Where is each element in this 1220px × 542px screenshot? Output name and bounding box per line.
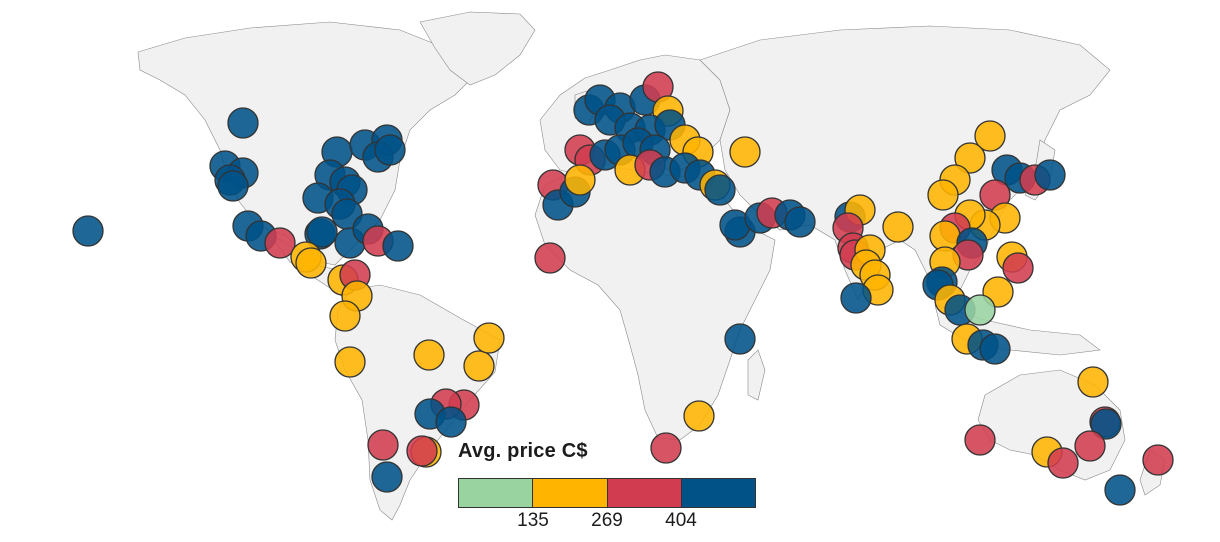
location-marker[interactable] <box>927 179 959 211</box>
location-marker[interactable] <box>704 174 736 206</box>
legend-bin-4 <box>681 479 755 507</box>
legend-bin-1 <box>459 479 534 507</box>
location-marker[interactable] <box>413 339 445 371</box>
location-marker[interactable] <box>1002 252 1034 284</box>
location-marker[interactable] <box>1034 159 1066 191</box>
legend-tick-1: 135 <box>517 510 549 531</box>
location-marker[interactable] <box>217 170 249 202</box>
location-marker[interactable] <box>295 247 327 279</box>
location-marker[interactable] <box>1074 430 1106 462</box>
location-marker[interactable] <box>964 294 996 326</box>
location-marker[interactable] <box>463 350 495 382</box>
location-marker[interactable] <box>334 346 366 378</box>
location-markers <box>72 71 1174 506</box>
location-marker[interactable] <box>979 333 1011 365</box>
location-marker[interactable] <box>564 164 596 196</box>
location-marker[interactable] <box>1047 447 1079 479</box>
legend-bin-2 <box>533 479 608 507</box>
legend-ticks: 135 269 404 <box>458 508 758 534</box>
location-marker[interactable] <box>306 216 338 248</box>
north-america <box>137 21 471 266</box>
location-marker[interactable] <box>72 215 104 247</box>
legend-color-bar <box>458 478 756 508</box>
location-marker[interactable] <box>264 227 296 259</box>
location-marker[interactable] <box>382 230 414 262</box>
location-marker[interactable] <box>1104 474 1136 506</box>
location-marker[interactable] <box>367 429 399 461</box>
legend-tick-3: 404 <box>665 510 697 531</box>
location-marker[interactable] <box>1142 444 1174 476</box>
location-marker[interactable] <box>435 406 467 438</box>
location-marker[interactable] <box>534 242 566 274</box>
location-marker[interactable] <box>1077 366 1109 398</box>
legend-tick-2: 269 <box>591 510 623 531</box>
location-marker[interactable] <box>954 142 986 174</box>
madagascar <box>747 349 766 401</box>
legend: Avg. price C$ 135 269 404 <box>458 440 758 534</box>
location-marker[interactable] <box>882 211 914 243</box>
location-marker[interactable] <box>964 424 996 456</box>
location-marker[interactable] <box>974 120 1006 152</box>
location-marker[interactable] <box>650 432 682 464</box>
location-marker[interactable] <box>473 322 505 354</box>
location-marker[interactable] <box>1090 408 1122 440</box>
greenland <box>419 11 536 86</box>
location-marker[interactable] <box>406 435 438 467</box>
location-marker[interactable] <box>371 461 403 493</box>
location-marker[interactable] <box>724 323 756 355</box>
location-marker[interactable] <box>729 136 761 168</box>
location-marker[interactable] <box>784 206 816 238</box>
legend-title: Avg. price C$ <box>458 440 588 462</box>
location-marker[interactable] <box>683 400 715 432</box>
location-marker[interactable] <box>227 107 259 139</box>
location-marker[interactable] <box>329 300 361 332</box>
location-marker[interactable] <box>374 134 406 166</box>
location-marker[interactable] <box>840 282 872 314</box>
legend-bin-3 <box>607 479 682 507</box>
